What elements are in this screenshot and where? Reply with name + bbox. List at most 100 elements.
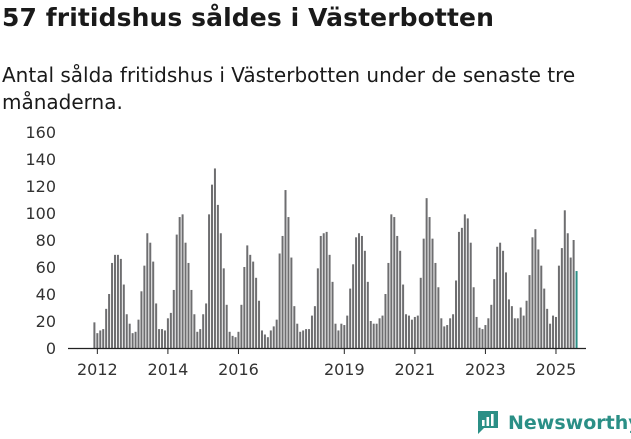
bar	[493, 279, 496, 348]
y-tick-label: 60	[36, 258, 56, 277]
bar	[434, 262, 437, 348]
y-tick-label: 0	[46, 339, 56, 358]
bar	[228, 331, 231, 348]
bar	[484, 325, 487, 348]
bar	[310, 315, 313, 348]
bar	[249, 254, 252, 348]
bar	[413, 316, 416, 348]
bar	[446, 325, 449, 348]
brand-name: Newsworthy	[508, 412, 631, 434]
bar	[231, 335, 234, 348]
bar	[116, 254, 119, 348]
last-value-label: 57	[585, 0, 604, 4]
bar	[296, 323, 299, 348]
bar	[405, 314, 408, 348]
bar	[522, 315, 525, 348]
bar	[193, 314, 196, 348]
bar	[546, 308, 549, 348]
bar	[502, 250, 505, 348]
bar	[472, 287, 475, 348]
y-tick-label: 40	[36, 285, 56, 304]
bar	[349, 288, 352, 348]
bar-latest	[575, 271, 578, 348]
bar	[131, 333, 134, 348]
bar	[219, 233, 222, 348]
bar	[369, 321, 372, 348]
bar	[463, 214, 466, 348]
bar	[481, 329, 484, 348]
bar	[237, 331, 240, 348]
bar	[322, 233, 325, 348]
bar	[466, 218, 469, 348]
bar	[402, 284, 405, 348]
bar	[181, 214, 184, 348]
chart-subtitle: Antal sålda fritidshus i Västerbotten un…	[2, 63, 576, 114]
bar	[278, 253, 281, 348]
bar	[263, 334, 266, 348]
x-tick-label: 2025	[536, 360, 577, 379]
bar	[363, 250, 366, 348]
bar	[105, 308, 108, 348]
bar	[355, 237, 358, 348]
bar	[387, 262, 390, 348]
bar	[266, 337, 269, 348]
bar	[457, 231, 460, 348]
y-tick-label: 100	[25, 204, 56, 223]
bar	[469, 242, 472, 348]
bar	[305, 329, 308, 348]
bar	[137, 319, 140, 348]
bar	[381, 315, 384, 348]
bar	[331, 281, 334, 348]
bar	[366, 281, 369, 348]
bar	[216, 204, 219, 348]
bar	[199, 329, 202, 348]
bar	[328, 254, 331, 348]
bar	[146, 233, 149, 348]
bar	[549, 323, 552, 348]
bar	[149, 242, 152, 348]
bar	[428, 217, 431, 348]
bar	[108, 294, 111, 348]
bar	[260, 330, 263, 348]
bar	[93, 322, 96, 348]
bar	[281, 235, 284, 348]
bar	[534, 229, 537, 348]
bar	[246, 245, 249, 348]
y-tick-label: 140	[25, 150, 56, 169]
bar	[113, 254, 116, 348]
bar	[102, 329, 105, 348]
bar	[407, 315, 410, 348]
x-tick-label: 2019	[324, 360, 365, 379]
bar	[557, 265, 560, 348]
bar	[375, 323, 378, 348]
bars	[93, 168, 578, 348]
bar	[255, 277, 258, 348]
bar	[569, 257, 572, 348]
bar	[175, 234, 178, 348]
bar	[99, 330, 102, 348]
bar	[516, 318, 519, 348]
bar	[475, 316, 478, 348]
bar	[554, 316, 557, 348]
bar	[384, 294, 387, 348]
bar	[393, 217, 396, 348]
bar	[313, 306, 316, 348]
bar	[543, 288, 546, 348]
bar	[443, 326, 446, 348]
bar	[416, 315, 419, 348]
bar	[269, 330, 272, 348]
bar	[125, 314, 128, 348]
bar	[196, 331, 199, 348]
bar	[566, 233, 569, 348]
bar	[163, 330, 166, 348]
x-tick-label: 2012	[77, 360, 118, 379]
bar	[166, 318, 169, 348]
bar	[187, 262, 190, 348]
bar	[540, 265, 543, 348]
bar	[390, 214, 393, 348]
bar	[499, 242, 502, 348]
bar	[360, 235, 363, 348]
bar	[560, 248, 563, 348]
bar	[372, 323, 375, 348]
bar	[275, 319, 278, 348]
